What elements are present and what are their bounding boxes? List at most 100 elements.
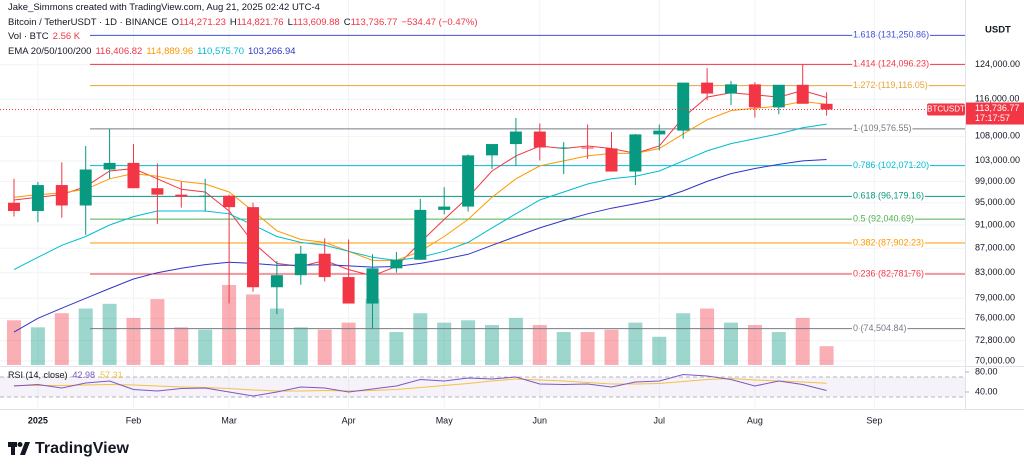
brand: TradingView (35, 440, 130, 457)
candle-body (223, 195, 236, 208)
rsi-line (14, 377, 827, 392)
rsi-tick-label: 40.00 (975, 386, 998, 396)
volume-bar (628, 322, 643, 365)
volume-bar (7, 320, 21, 365)
candle-body (103, 162, 116, 170)
candle-body (581, 147, 594, 149)
candle-body (533, 131, 546, 148)
y-tick-label: 108,000.00 (975, 131, 1020, 141)
rsi-band (0, 377, 965, 397)
volume-bar (556, 332, 571, 365)
volume-bar (485, 325, 499, 365)
x-tick-label: Jun (533, 415, 548, 425)
symbol-box (927, 103, 965, 116)
candle-body (438, 206, 451, 210)
volume-bar (580, 332, 595, 365)
y-tick-label: 87,000.00 (975, 243, 1015, 253)
candle-body (31, 185, 44, 211)
x-tick-label: Apr (342, 415, 356, 425)
candle-body (414, 209, 427, 260)
candle-body (8, 202, 20, 211)
ema-value: 116,406.82 (95, 45, 143, 57)
candle-body (366, 268, 379, 304)
change: −534.47 (−0.47%) (401, 16, 478, 28)
candle-body (151, 188, 164, 195)
rsi-line (13, 373, 827, 397)
y-tick-label: 79,000.00 (975, 293, 1015, 303)
x-tick-label: Sep (866, 415, 882, 425)
candle-body (127, 162, 140, 189)
x-tick-label: Feb (126, 415, 142, 425)
x-tick-label: May (436, 415, 454, 425)
volume-bar (413, 313, 428, 365)
volume-bar (700, 308, 715, 365)
fib-label: 1.414 (124,096.23) (853, 59, 929, 69)
candle-body (199, 195, 212, 197)
candle-body (748, 84, 761, 108)
volume-bar (365, 299, 380, 365)
rsi-title: RSI (14, close) (8, 370, 68, 380)
ohlc-item: C113,736.77 (344, 17, 398, 28)
y-tick-label: 116,000.00 (975, 94, 1019, 104)
ema-value: 114,889.96 (146, 45, 194, 57)
ohlc-value: 114,821.76 (236, 16, 284, 28)
volume-value: 2.56 K (52, 31, 81, 42)
candle-body (342, 277, 355, 304)
y-tick-label: 72,800.00 (975, 335, 1015, 345)
candle-body (247, 207, 259, 288)
candle-body (294, 253, 307, 276)
last-price-label: 113,736.77 (975, 103, 1019, 113)
volume-bar (437, 322, 452, 365)
ohlc-value: 114,271.23 (179, 16, 226, 28)
candle-body (557, 147, 570, 149)
volume-bar (604, 329, 619, 365)
candle-body (509, 131, 522, 145)
volume-bar (222, 285, 237, 365)
y-tick-label: 76,000.00 (975, 313, 1015, 323)
ohlc-label: C (343, 16, 351, 28)
volume-bar (771, 332, 786, 365)
ohlc-label: O (171, 16, 180, 28)
volume-bar (389, 332, 404, 365)
rsi-value: 57.31 (100, 370, 123, 380)
brand-logo (8, 442, 30, 455)
volume-bar (747, 325, 762, 365)
volume-bar (532, 325, 547, 365)
ohlc-item: O114,271.23 (172, 17, 226, 28)
fib-label: 0.5 (92,040.69) (853, 214, 914, 224)
volume-bar (30, 327, 45, 365)
candle-body (55, 185, 68, 206)
x-tick-label: Mar (221, 415, 237, 425)
candle-body (605, 148, 618, 172)
candle-body (629, 134, 642, 172)
ema-value: 110,575.70 (197, 45, 244, 57)
candle-body (486, 144, 498, 156)
volume-bar (246, 294, 260, 365)
volume-bar (150, 299, 165, 365)
candle-body (677, 82, 690, 131)
candle-body (653, 130, 666, 135)
candle-body (725, 84, 737, 94)
x-tick-label: Aug (747, 415, 763, 425)
candle-body (772, 84, 785, 108)
volume-title: Vol · BTC (8, 31, 49, 42)
y-tick-label: 99,000.00 (975, 176, 1015, 186)
countdown-label: 17:17:57 (975, 113, 1010, 123)
volume-bar (461, 320, 476, 365)
fib-label: 1.618 (131,250.86) (853, 30, 929, 40)
volume-bar (198, 329, 213, 365)
candle-body (175, 194, 188, 197)
legend: Jake_Simmons created with TradingView.co… (8, 1, 482, 59)
y-tick-label: 103,000.00 (975, 155, 1020, 165)
fib-label: 0.618 (96,179.16) (853, 191, 924, 201)
candle-body (270, 275, 283, 288)
ohlc-label: H (229, 16, 237, 28)
x-tick-label: Jul (654, 415, 666, 425)
fib-label: 0 (74,504.84) (853, 323, 907, 333)
candle-body (390, 259, 403, 269)
fib-label: 0.382 (87,902.23) (853, 237, 924, 247)
volume-bar (102, 303, 117, 365)
symbol-title: Bitcoin / TetherUSDT · 1D · BINANCE (8, 16, 168, 28)
y-tick-label: 91,000.00 (975, 219, 1015, 229)
